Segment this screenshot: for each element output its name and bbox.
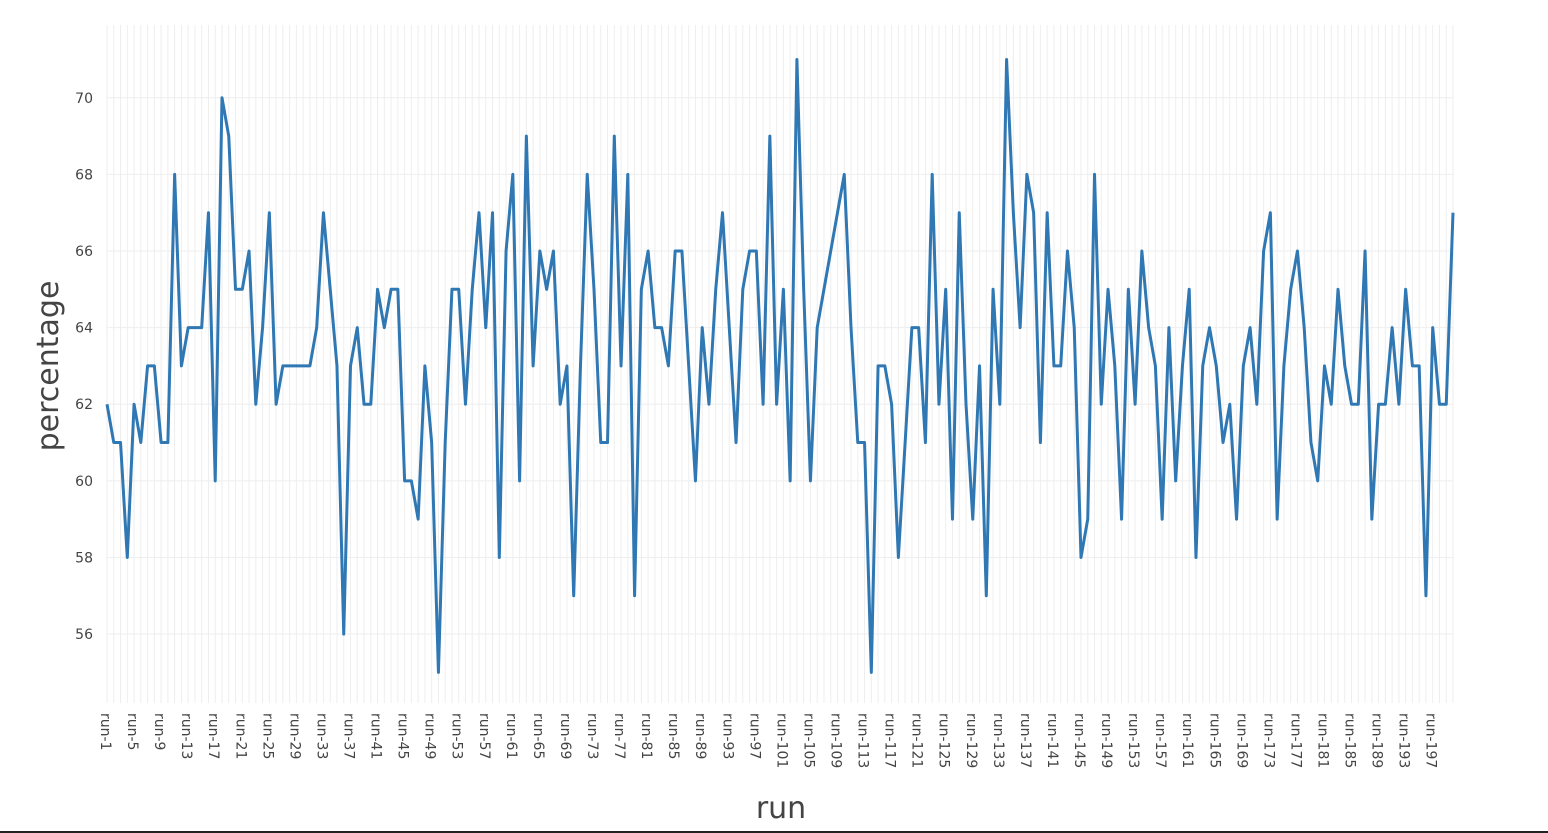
x-tick-label: run-45: [395, 713, 411, 759]
x-tick-label: run-93: [719, 713, 735, 759]
x-tick-label: run-5: [124, 713, 140, 750]
x-tick-label: run-37: [340, 713, 356, 759]
x-tick-label: run-33: [313, 713, 329, 759]
y-tick-label: 62: [75, 397, 93, 413]
x-gridlines: [106, 25, 1454, 703]
x-tick-label: run-165: [1206, 713, 1222, 768]
y-tick-label: 70: [75, 91, 93, 107]
x-tick-label: run-185: [1342, 713, 1358, 768]
y-tick-label: 68: [75, 167, 93, 183]
x-tick-label: run-173: [1260, 713, 1276, 768]
y-tick-label: 66: [75, 244, 93, 260]
x-tick-label: run-61: [503, 713, 519, 759]
x-tick-label: run-21: [232, 713, 248, 759]
x-tick-label: run-169: [1233, 713, 1249, 768]
x-tick-label: run-77: [611, 713, 627, 759]
x-tick-label: run-193: [1396, 713, 1412, 768]
x-tick-label: run-137: [1017, 713, 1033, 768]
x-tick-label: run-53: [449, 713, 465, 759]
x-tick-label: run-189: [1369, 713, 1385, 768]
x-tick-label: run-141: [1044, 713, 1060, 768]
x-tick-label: run-85: [665, 713, 681, 759]
x-tick-label: run-197: [1423, 713, 1439, 768]
x-tick-label: run-41: [368, 713, 384, 759]
x-tick-label: run-125: [936, 713, 952, 768]
x-tick-label: run-117: [882, 713, 898, 768]
y-tick-label: 60: [75, 474, 93, 490]
x-axis-title: run: [756, 791, 806, 826]
x-tick-label: run-105: [800, 713, 816, 768]
x-tick-label: run-177: [1287, 713, 1303, 768]
x-tick-label: run-121: [909, 713, 925, 768]
x-tick-label: run-69: [557, 713, 573, 759]
x-tick-label: run-129: [963, 713, 979, 768]
x-tick-label: run-153: [1125, 713, 1141, 768]
x-tick-label: run-65: [530, 713, 546, 759]
x-tick-label: run-13: [178, 713, 194, 759]
x-tick-label: run-101: [773, 713, 789, 768]
x-tick-label: run-57: [476, 713, 492, 759]
x-tick-label: run-181: [1314, 713, 1330, 768]
x-tick-labels: run-1 run-5 run-9 run-13 run-17 run-21 run-25 r…: [97, 713, 1439, 768]
x-tick-label: run-9: [151, 713, 167, 750]
x-tick-label: run-149: [1098, 713, 1114, 768]
x-tick-label: run-17: [205, 713, 221, 759]
y-tick-label: 58: [75, 550, 93, 566]
series-line: [105, 57, 1455, 674]
x-tick-label: run-81: [638, 713, 654, 759]
x-tick-label: run-161: [1179, 713, 1195, 768]
y-axis-title: percentage: [31, 281, 66, 452]
x-tick-label: run-157: [1152, 713, 1168, 768]
x-tick-label: run-73: [584, 713, 600, 759]
x-tick-label: run-29: [286, 713, 302, 759]
x-tick-label: run-145: [1071, 713, 1087, 768]
x-tick-label: run-89: [692, 713, 708, 759]
x-tick-label: run-1: [97, 713, 113, 750]
y-tick-label: 56: [75, 627, 93, 643]
x-tick-label: run-25: [259, 713, 275, 759]
x-tick-label: run-49: [422, 713, 438, 759]
x-tick-label: run-133: [990, 713, 1006, 768]
y-tick-label: 64: [75, 321, 93, 337]
x-tick-label: run-109: [827, 713, 843, 768]
y-tick-labels: 56 58 60 62 64 66 68 70: [75, 91, 93, 643]
window-bottom-border: [0, 831, 1548, 833]
x-tick-label: run-97: [746, 713, 762, 759]
x-tick-label: run-113: [855, 713, 871, 768]
